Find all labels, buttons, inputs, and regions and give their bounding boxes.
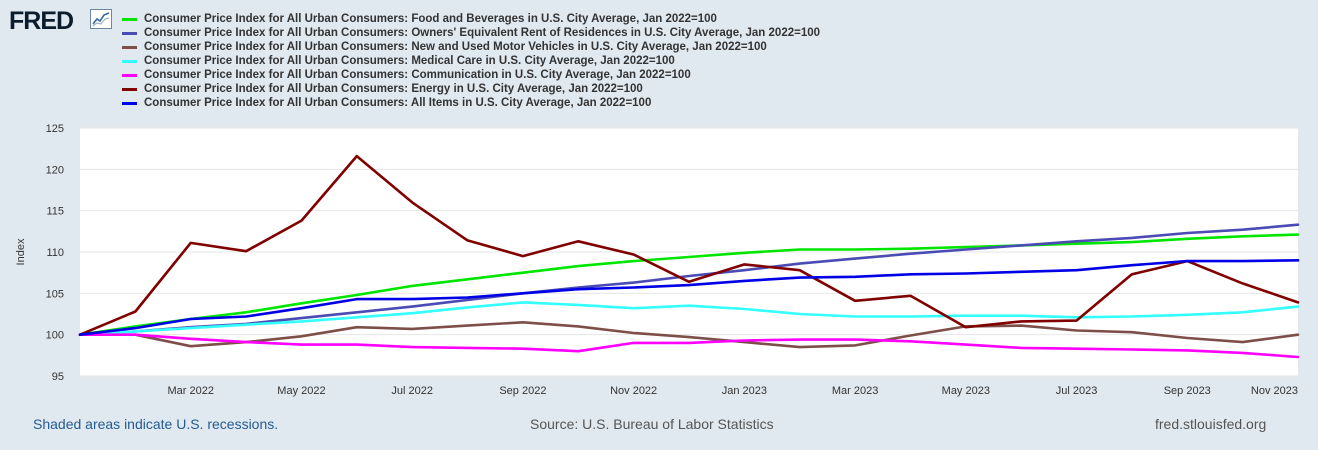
legend-item[interactable]: Consumer Price Index for All Urban Consu…	[122, 68, 820, 82]
series-line	[78, 154, 1300, 336]
series-line	[78, 259, 1300, 336]
legend-label: Consumer Price Index for All Urban Consu…	[144, 27, 821, 39]
x-tick-label: Sep 2023	[1164, 385, 1211, 397]
y-tick-label: 125	[46, 123, 64, 135]
legend-swatch	[122, 87, 137, 91]
recession-note[interactable]: Shaded areas indicate U.S. recessions.	[33, 416, 279, 432]
series-line	[78, 223, 1300, 336]
legend-swatch	[122, 31, 137, 35]
y-tick-label: 110	[46, 247, 64, 259]
series-line	[78, 333, 1300, 359]
legend-label: Consumer Price Index for All Urban Consu…	[144, 97, 652, 109]
x-tick-label: Sep 2022	[499, 385, 546, 397]
x-tick-label: May 2023	[942, 385, 990, 397]
chart-legend: Consumer Price Index for All Urban Consu…	[122, 12, 820, 110]
legend-swatch	[122, 101, 137, 105]
line-chart: 95 100 105 110 115 120 125 Mar 2022 May 2022 Jul …	[15, 123, 1300, 397]
legend-swatch	[122, 73, 137, 77]
legend-label: Consumer Price Index for All Urban Consu…	[144, 69, 691, 81]
x-tick-label: May 2022	[277, 385, 325, 397]
x-tick-label: Jan 2023	[722, 385, 767, 397]
legend-item[interactable]: Consumer Price Index for All Urban Consu…	[122, 54, 820, 68]
y-axis-label: Index	[15, 238, 27, 265]
legend-item[interactable]: Consumer Price Index for All Urban Consu…	[122, 96, 820, 110]
legend-swatch	[122, 59, 137, 63]
x-tick-label: Nov 2022	[610, 385, 657, 397]
y-tick-label: 95	[52, 371, 64, 383]
legend-label: Consumer Price Index for All Urban Consu…	[144, 41, 767, 53]
series-line	[78, 233, 1300, 336]
legend-item[interactable]: Consumer Price Index for All Urban Consu…	[122, 40, 820, 54]
fred-logo[interactable]: FRED	[9, 7, 74, 35]
legend-item[interactable]: Consumer Price Index for All Urban Consu…	[122, 26, 820, 40]
legend-label: Consumer Price Index for All Urban Consu…	[144, 83, 643, 95]
y-tick-label: 105	[46, 288, 64, 300]
x-tick-label: Mar 2023	[832, 385, 878, 397]
site-url[interactable]: fred.stlouisfed.org	[1155, 416, 1267, 432]
x-tick-label: Mar 2022	[167, 385, 213, 397]
y-tick-label: 120	[46, 164, 64, 176]
legend-item[interactable]: Consumer Price Index for All Urban Consu…	[122, 12, 820, 26]
y-tick-label: 115	[46, 206, 64, 218]
x-tick-label: Jul 2023	[1056, 385, 1098, 397]
legend-swatch	[122, 45, 137, 49]
y-tick-label: 100	[46, 330, 64, 342]
legend-swatch	[122, 17, 137, 21]
source-text: Source: U.S. Bureau of Labor Statistics	[530, 416, 774, 432]
legend-item[interactable]: Consumer Price Index for All Urban Consu…	[122, 82, 820, 96]
chart-trend-icon	[90, 9, 112, 29]
series-line	[78, 301, 1300, 336]
x-tick-label: Jul 2022	[391, 385, 433, 397]
series-line	[78, 321, 1300, 349]
legend-label: Consumer Price Index for All Urban Consu…	[144, 13, 717, 25]
legend-label: Consumer Price Index for All Urban Consu…	[144, 55, 675, 67]
x-tick-label: Nov 2023	[1251, 385, 1298, 397]
